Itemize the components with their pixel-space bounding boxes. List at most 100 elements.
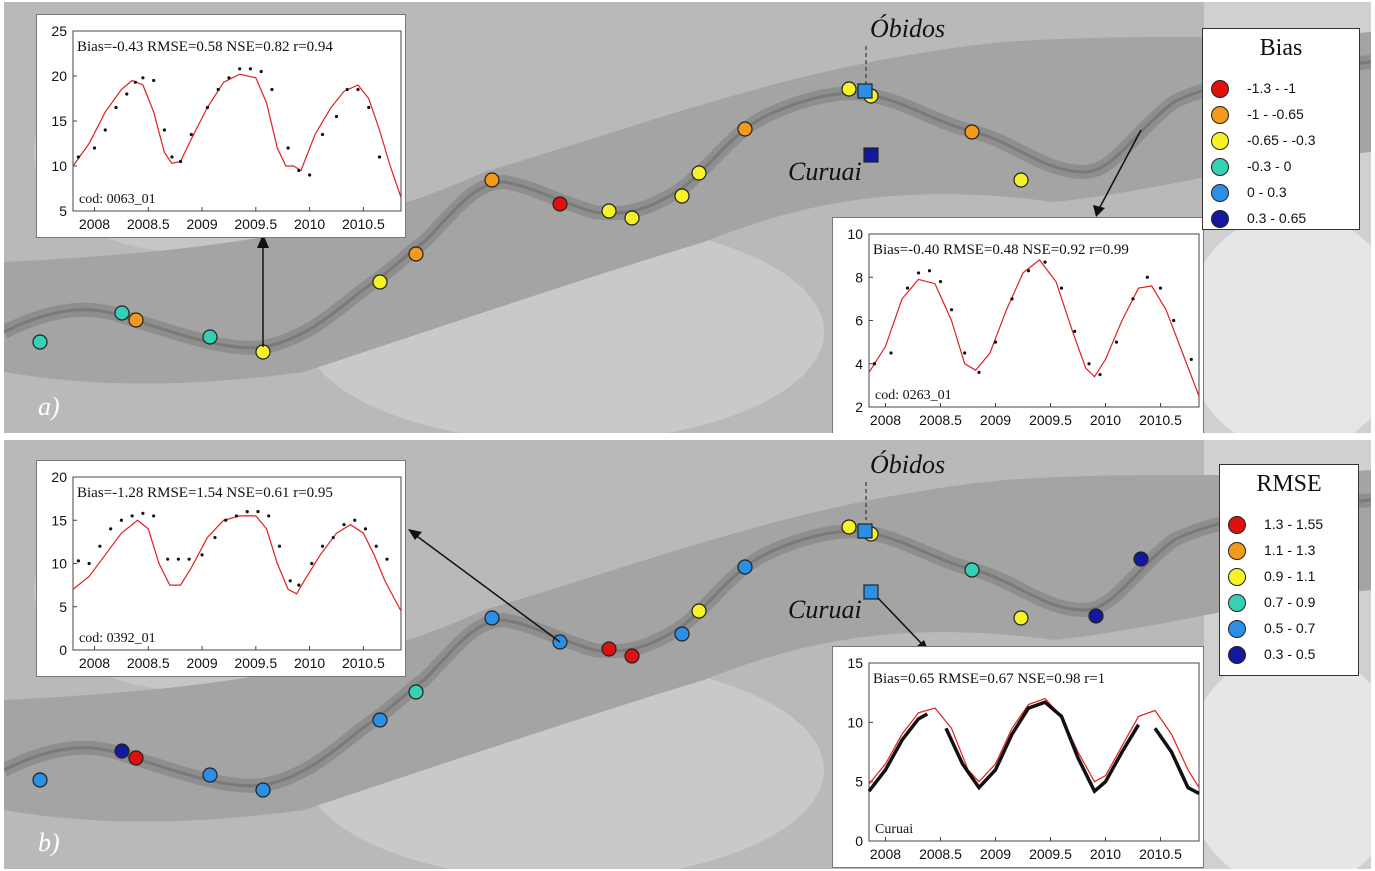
gauge-station xyxy=(484,172,500,188)
observed-point xyxy=(949,308,954,312)
observed-point xyxy=(152,78,156,83)
observed-line xyxy=(867,712,929,793)
legend-label: 0 - 0.3 xyxy=(1247,184,1287,200)
observed-point xyxy=(256,510,260,514)
y-tick-label: 10 xyxy=(847,226,863,242)
legend-swatch xyxy=(1211,132,1229,150)
x-tick-label: 2009.5 xyxy=(1029,846,1072,862)
station-code-label: cod: 0063_01 xyxy=(79,192,156,207)
legend-swatch xyxy=(1228,568,1246,586)
x-tick-label: 2008 xyxy=(870,412,901,428)
observed-point xyxy=(277,544,282,548)
observed-point xyxy=(200,553,204,557)
observed-point xyxy=(170,155,174,159)
gauge-station xyxy=(484,610,500,626)
curuai-marker xyxy=(863,584,879,600)
observed-point xyxy=(367,105,371,110)
y-tick-label: 4 xyxy=(855,356,863,372)
x-tick-label: 2010 xyxy=(294,216,325,232)
simulated-line xyxy=(72,515,402,612)
observed-point xyxy=(76,155,80,159)
observed-point xyxy=(189,132,193,137)
panel-label-a: a) xyxy=(38,392,60,421)
observed-point xyxy=(227,76,231,80)
legend-title: RMSE xyxy=(1256,471,1322,497)
legend-label: 0.5 - 0.7 xyxy=(1264,620,1316,636)
simulated-line xyxy=(868,697,1200,788)
y-tick-label: 25 xyxy=(51,23,67,39)
observed-point xyxy=(1098,372,1102,377)
gauge-station xyxy=(964,124,980,140)
station-code-label: cod: 0392_01 xyxy=(79,631,156,646)
y-tick-label: 0 xyxy=(59,642,67,658)
observed-point xyxy=(125,92,129,96)
observed-point xyxy=(320,132,325,137)
observed-point xyxy=(916,271,921,275)
observed-point xyxy=(176,557,180,561)
observed-point xyxy=(938,279,943,284)
observed-point xyxy=(245,510,249,514)
observed-line xyxy=(944,700,1140,795)
observed-point xyxy=(1059,286,1064,290)
panel-label-b: b) xyxy=(38,828,60,857)
observed-point xyxy=(356,87,360,92)
place-label-obidos: Óbidos xyxy=(870,450,946,479)
observed-point xyxy=(1010,297,1014,301)
obidos-marker xyxy=(857,83,873,99)
curuai-marker xyxy=(863,147,879,163)
gauge-station xyxy=(552,196,568,212)
gauge-station xyxy=(408,246,424,262)
legend-bias: Bias -1.3 - -1 -1 - -0.65 -0.65 - -0.3 -0.3… xyxy=(1202,28,1360,230)
gauge-station xyxy=(674,626,690,642)
gauge-station xyxy=(32,772,48,788)
observed-point xyxy=(307,173,312,177)
observed-point xyxy=(345,87,349,92)
gauge-station xyxy=(202,329,218,345)
observed-point xyxy=(363,527,368,531)
legend-swatch xyxy=(1228,620,1246,638)
y-tick-label: 20 xyxy=(51,68,67,84)
gauge-station xyxy=(964,562,980,578)
stats-label: Bias=-1.28 RMSE=1.54 NSE=0.61 r=0.95 xyxy=(77,485,333,501)
observed-point xyxy=(152,514,156,518)
gauge-station xyxy=(372,274,388,290)
observed-point xyxy=(1026,269,1031,273)
observed-point xyxy=(353,518,357,522)
inset-chart-0063: 2008 2008.5 2009 2009.5 2010 2010.5 5 10 15 20 25 B… xyxy=(36,14,406,238)
stats-label: Bias=-0.40 RMSE=0.48 NSE=0.92 r=0.99 xyxy=(873,242,1129,258)
observed-point xyxy=(1114,340,1119,344)
y-tick-label: 15 xyxy=(51,113,67,129)
gauge-station xyxy=(202,767,218,783)
x-tick-label: 2010.5 xyxy=(1139,846,1182,862)
inset-chart-svg: 2008 2008.5 2009 2009.5 2010 2010.5 0 5 10 15 20 Bi… xyxy=(51,469,402,671)
observed-point xyxy=(130,514,134,518)
y-tick-label: 5 xyxy=(59,203,67,219)
place-label-curuai: Curuai xyxy=(788,157,862,186)
map-panel-b: 2008 2008.5 2009 2009.5 2010 2010.5 0 5 10 15 20 Bi… xyxy=(4,440,1371,869)
observed-point xyxy=(234,514,239,518)
x-tick-label: 2008.5 xyxy=(127,655,170,671)
legend-swatch xyxy=(1211,106,1229,124)
x-tick-label: 2009.5 xyxy=(1029,412,1072,428)
legend-label: 0.3 - 0.5 xyxy=(1264,646,1316,662)
gauge-station xyxy=(1133,551,1149,567)
x-tick-label: 2008 xyxy=(79,216,110,232)
observed-point xyxy=(178,159,183,164)
gauge-station xyxy=(737,559,753,575)
observed-point xyxy=(1087,362,1091,366)
observed-point xyxy=(109,527,113,531)
observed-point xyxy=(98,544,102,548)
gauge-station xyxy=(624,648,640,664)
x-tick-label: 2009 xyxy=(980,846,1011,862)
observed-point xyxy=(205,105,210,110)
inset-chart-0392: 2008 2008.5 2009 2009.5 2010 2010.5 0 5 10 15 20 Bi… xyxy=(36,460,406,677)
station-code-label: Curuai xyxy=(875,822,913,837)
gauge-station xyxy=(255,344,271,360)
x-tick-label: 2010.5 xyxy=(342,216,385,232)
observed-point xyxy=(133,80,137,84)
legend-title: Bias xyxy=(1259,35,1303,61)
legend-label: 1.1 - 1.3 xyxy=(1264,542,1316,558)
y-tick-label: 20 xyxy=(51,469,67,485)
observed-point xyxy=(238,67,242,71)
y-tick-label: 2 xyxy=(855,399,863,415)
